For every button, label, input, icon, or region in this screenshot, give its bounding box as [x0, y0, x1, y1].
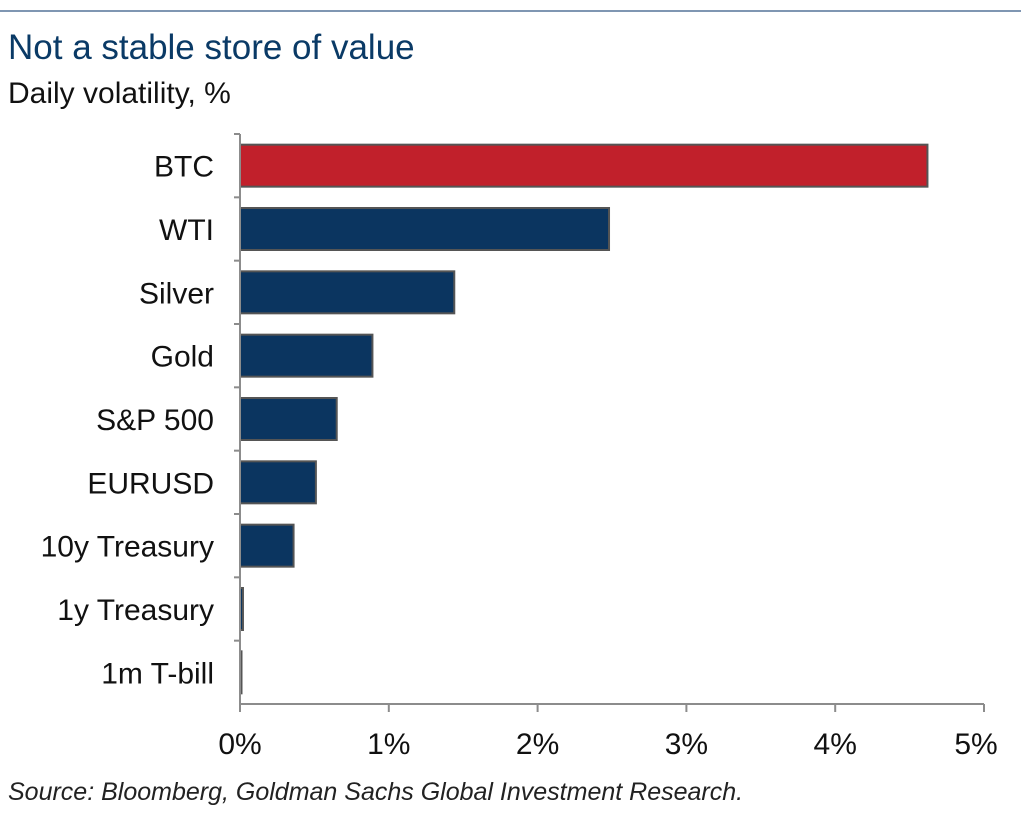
category-label: Silver: [139, 277, 214, 310]
source-note: Source: Bloomberg, Goldman Sachs Global …: [8, 778, 744, 806]
category-label: WTI: [159, 214, 214, 247]
bar: [239, 460, 317, 505]
bar: [239, 207, 611, 251]
category-label: Gold: [151, 341, 214, 374]
x-tick-label: 0%: [218, 728, 261, 761]
category-label: 10y Treasury: [41, 531, 214, 564]
category-label: BTC: [154, 151, 214, 184]
category-label: EURUSD: [87, 467, 214, 500]
bar: [239, 397, 338, 441]
chart-subtitle: Daily volatility, %: [8, 77, 231, 110]
category-label: S&P 500: [96, 404, 214, 437]
chart-title: Not a stable store of value: [8, 28, 415, 67]
x-tick-label: 1%: [367, 728, 410, 761]
top-rule: [0, 10, 1021, 12]
bar: [239, 523, 295, 568]
bar: [239, 270, 456, 315]
category-label: 1y Treasury: [57, 594, 214, 627]
category-label: 1m T-bill: [101, 657, 214, 690]
bars-group: [239, 143, 929, 695]
x-tick-label: 4%: [814, 728, 857, 761]
x-tick-label: 3%: [665, 728, 708, 761]
bar: [239, 333, 374, 378]
axes-group: [234, 133, 985, 712]
labels-group: BTC WTI Silver Gold S&P 500 EURUSD 10y Treasur…: [41, 151, 998, 761]
bar: [239, 143, 929, 188]
x-tick-label: 5%: [954, 728, 997, 761]
x-tick-label: 2%: [516, 728, 559, 761]
